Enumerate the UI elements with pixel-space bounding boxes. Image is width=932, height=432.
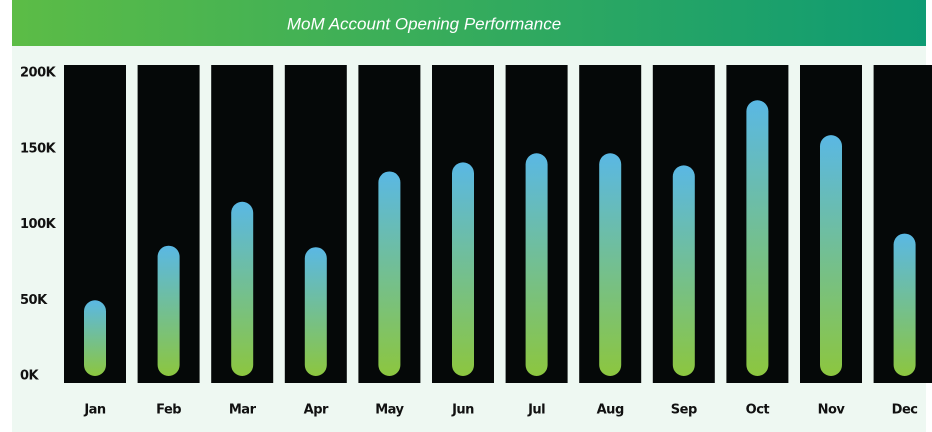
bar [820, 135, 842, 376]
bar [452, 162, 474, 376]
x-tick-label: Jun [451, 403, 474, 418]
x-tick-label: Apr [304, 403, 329, 418]
x-tick-label: Jul [527, 403, 545, 418]
x-tick-label: Mar [229, 403, 257, 418]
bar [746, 100, 769, 377]
bar [893, 233, 916, 376]
x-tick-label: Aug [597, 403, 624, 418]
y-tick-label: 150K [20, 141, 57, 156]
bar [599, 153, 622, 376]
bar [157, 245, 180, 376]
x-tick-label: May [375, 403, 404, 418]
y-tick-label: 100K [20, 217, 57, 232]
bar [304, 247, 327, 376]
y-tick-label: 50K [20, 293, 48, 308]
y-tick-label: 200K [20, 66, 57, 81]
x-tick-label: Sep [671, 403, 697, 418]
header-bar [12, 0, 926, 46]
bar [672, 165, 695, 376]
bar [84, 300, 106, 376]
x-tick-label: Nov [818, 403, 846, 418]
x-tick-label: Dec [892, 403, 918, 418]
y-tick-label: 0K [20, 369, 40, 384]
bar [378, 171, 401, 376]
x-tick-label: Jan [83, 403, 106, 418]
x-tick-label: Feb [156, 403, 181, 418]
chart-title: MoM Account Opening Performance [287, 14, 561, 33]
x-tick-label: Oct [746, 403, 770, 418]
bar [231, 201, 254, 376]
bar [525, 153, 548, 376]
